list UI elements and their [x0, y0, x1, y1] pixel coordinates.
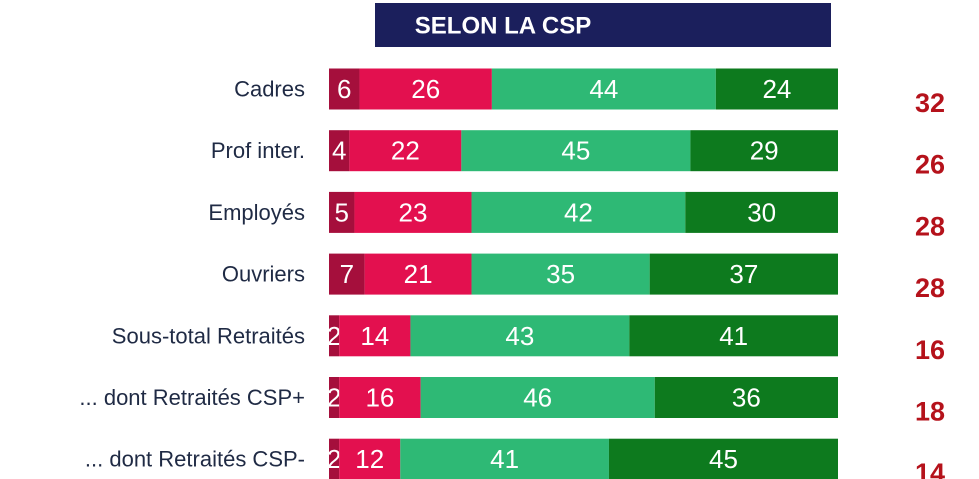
bar-segment	[649, 253, 838, 295]
bar-segment	[400, 438, 609, 479]
bar-segment	[329, 438, 340, 479]
segment-label: 2	[327, 444, 341, 474]
category-label: Sous-total Retraités	[112, 323, 305, 348]
segment-label: 23	[399, 197, 428, 227]
title-box	[375, 3, 831, 47]
bar-segment	[329, 68, 360, 110]
bar-segment	[364, 253, 472, 295]
total-label: 14	[915, 458, 945, 479]
bar-segment	[354, 191, 472, 233]
segment-label: 5	[334, 197, 348, 227]
bar-segment	[608, 438, 838, 479]
category-label: Ouvriers	[222, 262, 305, 287]
bar-segment	[715, 68, 838, 110]
chart-title: SELON LA CSP	[415, 13, 591, 40]
segment-label: 36	[732, 383, 761, 413]
bar-segment	[359, 68, 492, 110]
bar-segment	[420, 377, 655, 418]
bar-segment	[471, 191, 686, 233]
segment-label: 22	[391, 136, 420, 166]
bar-segment	[491, 68, 716, 110]
total-label: 28	[915, 273, 945, 303]
bar-segment	[339, 315, 411, 357]
segment-label: 45	[561, 136, 590, 166]
segment-label: 2	[327, 321, 341, 351]
segment-label: 29	[750, 136, 779, 166]
category-label: Cadres	[234, 77, 305, 102]
segment-label: 41	[490, 444, 519, 474]
segment-label: 45	[709, 444, 738, 474]
segment-label: 12	[355, 444, 384, 474]
bar-segment	[339, 438, 401, 479]
bar-segment	[685, 191, 838, 233]
total-label: 32	[915, 88, 945, 118]
segment-label: 43	[505, 321, 534, 351]
segment-label: 30	[747, 197, 776, 227]
segment-label: 14	[360, 321, 389, 351]
bar-segment	[690, 130, 838, 172]
bar-segment	[410, 315, 630, 357]
segment-label: 4	[332, 136, 346, 166]
segment-label: 21	[404, 259, 433, 289]
segment-label: 46	[523, 383, 552, 413]
segment-label: 44	[589, 74, 618, 104]
segment-label: 26	[411, 74, 440, 104]
bar-segment	[329, 191, 355, 233]
segment-label: 7	[340, 259, 354, 289]
total-label: 26	[915, 150, 945, 180]
category-label: Employés	[208, 200, 305, 225]
bar-segment	[329, 377, 340, 418]
segment-label: 2	[327, 383, 341, 413]
bar-segment	[471, 253, 650, 295]
total-label: 18	[915, 397, 945, 427]
segment-label: 6	[337, 74, 351, 104]
segment-label: 42	[564, 197, 593, 227]
total-label: 16	[915, 335, 945, 365]
segment-label: 41	[719, 321, 748, 351]
bar-segment	[329, 253, 365, 295]
total-label: 28	[915, 211, 945, 241]
category-label: Prof inter.	[211, 138, 305, 163]
segment-label: 16	[365, 383, 394, 413]
bar-segment	[654, 377, 838, 418]
segment-label: 24	[762, 74, 791, 104]
bar-segment	[329, 315, 340, 357]
bar-segment	[629, 315, 838, 357]
category-label: ... dont Retraités CSP+	[79, 385, 305, 410]
bar-segment	[339, 377, 421, 418]
segment-label: 35	[546, 259, 575, 289]
segment-label: 37	[729, 259, 758, 289]
bar-segment	[461, 130, 691, 172]
bar-segment	[329, 130, 350, 172]
bar-segment	[349, 130, 462, 172]
category-label: ... dont Retraités CSP-	[85, 447, 305, 472]
